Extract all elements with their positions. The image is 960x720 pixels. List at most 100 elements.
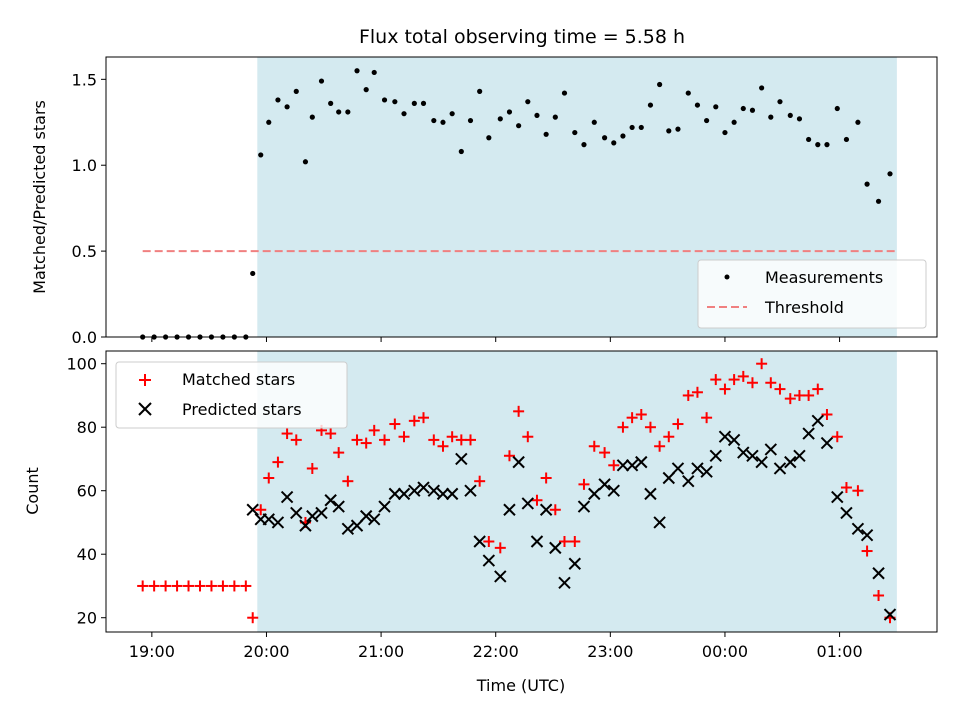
measurement-point <box>328 100 334 106</box>
predicted-star-point <box>290 506 303 520</box>
predicted-star-point <box>271 516 285 529</box>
matched-star-point <box>446 431 458 443</box>
matched-star-point <box>281 428 293 440</box>
measurement-point <box>401 111 407 117</box>
bottom-observing-window <box>257 351 897 632</box>
predicted-star-point <box>315 506 328 520</box>
predicted-star-point <box>417 481 430 494</box>
matched-star-point <box>737 370 749 382</box>
measurement-point <box>806 136 812 143</box>
matched-star-point <box>342 475 354 487</box>
measurement-point <box>318 78 325 84</box>
legend-matched-marker <box>139 374 151 386</box>
bottom-y-axis-label: Count <box>23 467 42 515</box>
measurement-point <box>477 88 483 94</box>
measurement-point <box>516 123 522 129</box>
predicted-star-point <box>455 452 468 466</box>
matched-star-point <box>368 424 380 436</box>
matched-star-point <box>635 409 647 421</box>
matched-star-point <box>455 434 467 446</box>
predicted-star-point <box>427 484 441 497</box>
predicted-star-point <box>299 519 312 532</box>
bottom-y-tick-label: 80 <box>77 418 97 437</box>
predicted-star-point <box>811 414 825 428</box>
top-legend: Measurements Threshold <box>697 259 927 329</box>
measurement-point <box>591 119 597 125</box>
measurement-point <box>694 102 701 108</box>
matched-star-point <box>148 580 160 592</box>
legend-threshold-label: Threshold <box>764 298 844 317</box>
measurement-point <box>543 131 549 137</box>
predicted-star-point <box>727 433 741 447</box>
measurement-point <box>411 100 417 106</box>
legend-measurements-label: Measurements <box>765 268 883 287</box>
predicted-star-point <box>246 503 259 516</box>
matched-star-point <box>437 440 449 452</box>
measurement-point <box>834 105 840 112</box>
measurement-point <box>629 124 635 131</box>
predicted-star-point <box>644 487 657 501</box>
matched-star-point <box>803 389 815 401</box>
measurement-point <box>647 102 654 108</box>
matched-star-point <box>389 418 401 430</box>
predicted-star-point <box>378 500 391 513</box>
measurement-point <box>759 85 765 91</box>
matched-star-point <box>503 450 515 462</box>
matched-star-point <box>379 434 391 446</box>
predicted-star-point <box>682 474 695 488</box>
matched-star-point <box>217 580 229 592</box>
measurement-point <box>534 112 540 119</box>
matched-star-point <box>483 536 495 548</box>
bottom-y-tick-label: 60 <box>77 482 97 501</box>
predicted-star-point <box>831 490 844 504</box>
measurement-point <box>768 114 774 120</box>
measurement-point <box>363 87 369 93</box>
x-axis-label: Time (UTC) <box>476 676 565 695</box>
measurement-point <box>420 100 427 106</box>
predicted-star-point <box>872 567 885 580</box>
matched-star-point <box>608 459 620 471</box>
measurement-point <box>309 114 315 120</box>
matched-star-point <box>861 545 873 557</box>
predicted-star-point <box>616 459 630 472</box>
predicted-star-point <box>512 455 525 469</box>
legend-measurements-marker <box>724 274 730 280</box>
matched-star-point <box>428 434 440 446</box>
predicted-star-point <box>482 554 496 567</box>
measurement-point <box>843 136 850 143</box>
measurement-point <box>354 68 360 74</box>
matched-star-point <box>522 431 534 443</box>
matched-star-point <box>228 580 240 592</box>
measurement-point <box>581 142 587 148</box>
predicted-star-point <box>521 497 535 510</box>
predicted-star-point <box>773 462 787 475</box>
matched-star-point <box>578 478 590 490</box>
predicted-star-point <box>883 608 897 621</box>
predicted-star-point <box>558 576 571 589</box>
predicted-star-point <box>445 487 459 501</box>
measurement-point <box>449 111 455 117</box>
measurement-point <box>486 135 492 141</box>
predicted-star-point <box>436 487 450 501</box>
predicted-star-point <box>341 522 355 536</box>
predicted-star-point <box>408 484 421 497</box>
predicted-star-point <box>588 487 601 501</box>
measurement-point <box>824 142 830 148</box>
measurement-point <box>875 198 882 204</box>
predicted-star-point <box>324 494 337 507</box>
matched-star-point <box>626 412 638 424</box>
measurement-point <box>392 99 398 105</box>
matched-star-point <box>333 447 345 459</box>
predicted-star-point <box>691 462 704 475</box>
matched-star-point <box>719 383 731 395</box>
predicted-star-point <box>840 506 853 520</box>
predicted-star-point <box>306 509 319 523</box>
predicted-star-point <box>359 509 373 523</box>
predicted-star-point <box>577 500 591 513</box>
matched-star-point <box>746 377 758 389</box>
matched-star-point <box>306 462 318 474</box>
matched-star-point <box>263 472 275 484</box>
predicted-star-point <box>700 465 713 478</box>
chart-title: Flux total observing time = 5.58 h <box>359 26 685 48</box>
measurement-point <box>749 107 756 113</box>
